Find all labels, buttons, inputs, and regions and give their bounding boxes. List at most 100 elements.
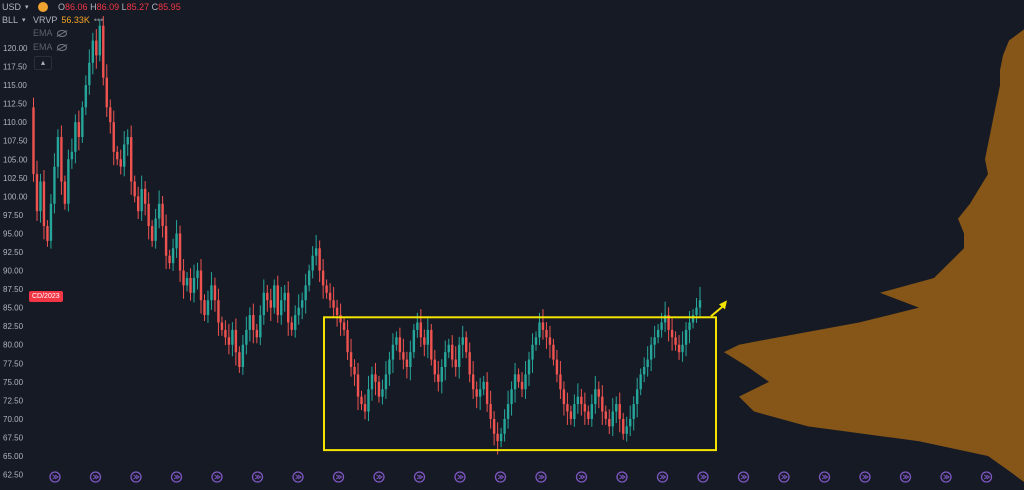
y-tick-label: 67.50 — [3, 433, 24, 442]
candle-body — [590, 404, 594, 419]
event-marker-icon — [818, 471, 831, 483]
event-marker-chevron — [700, 474, 707, 480]
candle-body — [147, 203, 150, 227]
candle-body — [98, 25, 101, 56]
y-tick-label: 117.50 — [3, 63, 27, 72]
candle-body — [269, 300, 272, 308]
event-marker-chevron — [983, 474, 991, 480]
event-marker-chevron — [376, 474, 383, 480]
candle-body — [489, 404, 492, 419]
candle-body — [646, 359, 649, 367]
currency-dropdown-icon[interactable]: ▾ — [25, 4, 29, 11]
candlestick-series — [32, 16, 702, 455]
candle-body — [377, 381, 381, 397]
event-marker-chevron — [295, 474, 302, 480]
indicator-ema-1[interactable]: EMA — [33, 28, 53, 38]
hidden-eye-icon[interactable] — [56, 43, 67, 51]
candle-body — [325, 285, 328, 293]
candle-body — [119, 159, 122, 167]
candle-body — [290, 322, 293, 330]
event-marker-icon — [859, 471, 871, 483]
candle-body — [39, 181, 42, 212]
event-marker-chevron — [578, 474, 586, 480]
event-marker-icon — [413, 471, 426, 483]
candle-body — [416, 322, 419, 330]
candle-body — [527, 359, 531, 375]
candle-body — [81, 107, 84, 137]
candle-body — [454, 359, 457, 367]
indicator-ema-2[interactable]: EMA — [33, 42, 53, 52]
candle-body — [287, 292, 290, 323]
event-marker-chevron — [133, 474, 140, 480]
candle-body — [409, 352, 412, 367]
candle-body — [688, 322, 691, 330]
candle-body — [161, 203, 164, 227]
event-marker-icon — [575, 471, 588, 483]
dividend-coin-icon[interactable] — [38, 2, 48, 12]
y-tick-label: 87.50 — [3, 285, 24, 294]
event-markers — [49, 471, 993, 483]
candle-body — [32, 107, 35, 175]
event-marker-chevron — [457, 474, 464, 480]
candle-body — [367, 389, 370, 412]
vrvp-value: 56.33K — [61, 15, 90, 25]
candle-body — [374, 374, 377, 382]
candle-body — [580, 396, 583, 405]
candle-body — [123, 144, 126, 167]
candle-body — [356, 374, 360, 397]
candle-body — [653, 337, 656, 345]
candle-body — [234, 329, 238, 353]
candle-body — [294, 315, 297, 330]
vrvp-label[interactable]: VRVP — [33, 15, 58, 25]
candle-body — [423, 337, 426, 345]
candle-body — [154, 218, 157, 241]
event-marker-chevron — [52, 474, 59, 480]
candle-body — [632, 404, 635, 419]
candle-body — [91, 40, 95, 63]
candle-body — [206, 300, 210, 316]
event-marker-chevron — [781, 474, 788, 480]
event-marker-chevron — [254, 474, 262, 480]
date-badge: CD/2023 — [29, 291, 63, 302]
candle-body — [255, 329, 259, 338]
currency-label[interactable]: USD — [2, 2, 22, 12]
candle-body — [74, 122, 77, 152]
hidden-eye-icon[interactable] — [56, 29, 67, 37]
candle-body — [42, 181, 46, 227]
candle-body — [559, 374, 562, 390]
candle-body — [248, 315, 252, 330]
candle-body — [562, 389, 566, 405]
collapse-legend-button[interactable]: ▴ — [34, 56, 52, 70]
candle-body — [178, 233, 182, 271]
symbol-dropdown-icon[interactable]: ▾ — [22, 17, 26, 24]
event-marker-icon — [980, 471, 993, 483]
y-tick-label: 75.00 — [3, 378, 24, 387]
more-icon[interactable]: ••• — [93, 15, 104, 25]
candle-body — [300, 300, 304, 308]
volume-profile-shape — [724, 29, 1024, 483]
candle-body — [458, 344, 461, 367]
y-tick-label: 95.00 — [3, 229, 24, 238]
y-tick-label: 97.50 — [3, 211, 24, 220]
candle-body — [314, 248, 318, 256]
candle-body — [391, 344, 395, 360]
y-tick-label: 85.00 — [3, 304, 24, 313]
candle-body — [548, 337, 552, 345]
symbol-label[interactable]: BLL — [2, 15, 19, 25]
close-label: C — [151, 2, 159, 12]
candle-body — [569, 411, 573, 419]
price-axis: 62.50 65.00 67.50 70.00 72.50 75.00 77.50 80.00… — [3, 44, 28, 480]
candle-body — [681, 344, 684, 353]
candle-body — [384, 374, 388, 390]
event-marker-icon — [373, 471, 385, 483]
candle-body — [217, 300, 220, 323]
candle-body — [35, 174, 39, 212]
candle-body — [109, 107, 112, 123]
y-tick-label: 107.50 — [3, 137, 28, 146]
candle-body — [437, 374, 440, 382]
candle-body — [273, 285, 276, 308]
candle-body — [520, 381, 524, 390]
high-label: H — [90, 2, 97, 12]
candle-body — [601, 396, 604, 412]
